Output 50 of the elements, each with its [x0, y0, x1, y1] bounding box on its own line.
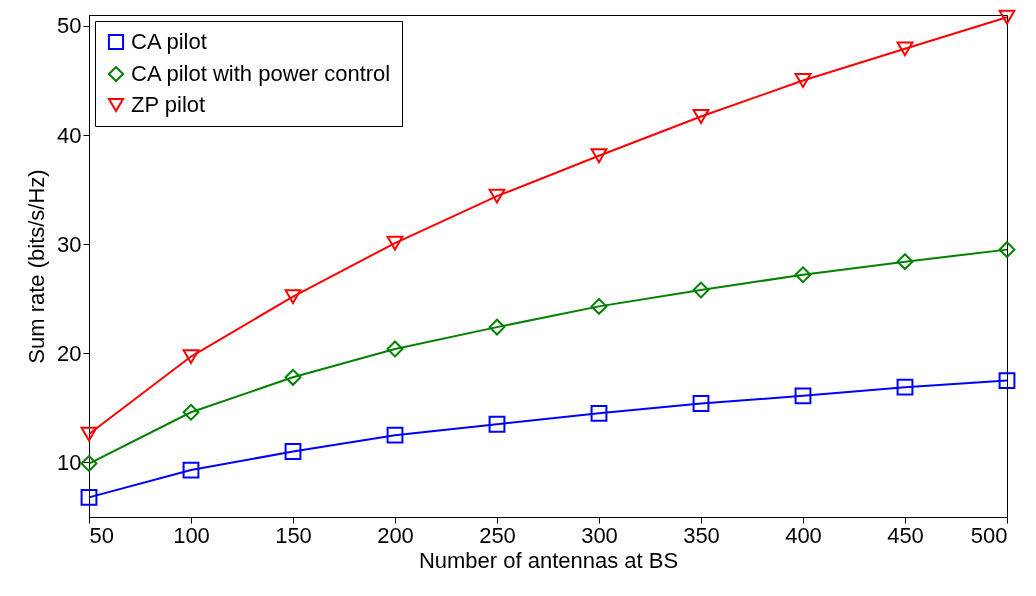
- point: [488, 188, 506, 204]
- y-tick-label: 30: [57, 231, 82, 257]
- x-tick-label: 100: [173, 522, 210, 548]
- x-axis-title: Number of antennas at BS: [418, 547, 679, 573]
- point: [284, 368, 302, 386]
- point: [794, 266, 812, 284]
- point: [488, 415, 506, 433]
- point: [80, 488, 98, 506]
- x-tick-label: 300: [581, 522, 618, 548]
- y-tick-label: 50: [57, 13, 82, 39]
- point: [80, 455, 98, 472]
- point: [794, 73, 812, 88]
- x-tick-label: 50: [89, 522, 114, 548]
- point: [386, 426, 404, 444]
- point: [692, 281, 710, 299]
- y-tick-label: 10: [57, 449, 82, 475]
- point: [590, 297, 608, 315]
- point: [182, 403, 200, 421]
- point: [692, 109, 710, 124]
- y-tick-label: 20: [57, 340, 82, 366]
- x-tick-label: 500: [970, 522, 1008, 548]
- point: [284, 443, 302, 460]
- x-tick-label: 200: [377, 522, 414, 548]
- point: [182, 349, 200, 364]
- point: [386, 340, 404, 358]
- point: [998, 9, 1016, 25]
- point: [998, 372, 1016, 389]
- point: [386, 235, 404, 251]
- point: [80, 426, 98, 442]
- x-tick-label: 450: [887, 522, 924, 548]
- x-tick-label: 250: [479, 522, 516, 548]
- point: [182, 461, 200, 479]
- point: [896, 378, 914, 396]
- point: [998, 241, 1016, 259]
- y-tick-label: 40: [57, 122, 82, 148]
- x-tick-label: 400: [785, 522, 822, 548]
- legend-label: CA pilot: [131, 29, 207, 54]
- y-axis-title: Sum rate (bits/s/Hz): [24, 169, 50, 364]
- x-tick-label: 350: [683, 522, 720, 548]
- point: [896, 41, 914, 57]
- point: [284, 289, 302, 304]
- point: [692, 395, 710, 412]
- point: [794, 387, 812, 405]
- point: [896, 253, 914, 271]
- point: [590, 148, 608, 164]
- x-tick-label: 150: [275, 522, 312, 548]
- legend-label: CA pilot with power control: [131, 61, 391, 86]
- point: [590, 404, 608, 422]
- legend-label: ZP pilot: [131, 92, 206, 117]
- point: [488, 318, 506, 336]
